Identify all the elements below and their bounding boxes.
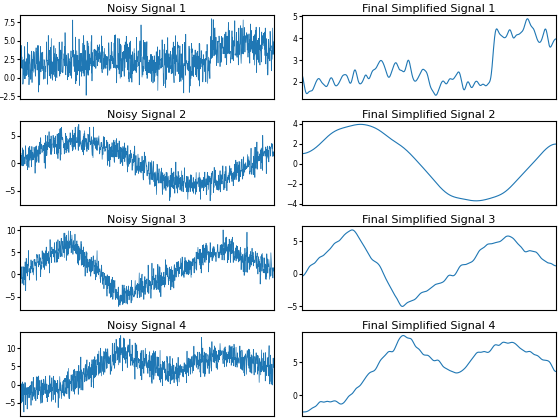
Title: Final Simplified Signal 3: Final Simplified Signal 3 [362, 215, 496, 226]
Title: Noisy Signal 2: Noisy Signal 2 [107, 110, 186, 120]
Title: Final Simplified Signal 4: Final Simplified Signal 4 [362, 321, 496, 331]
Title: Final Simplified Signal 1: Final Simplified Signal 1 [362, 4, 496, 14]
Title: Noisy Signal 4: Noisy Signal 4 [107, 321, 186, 331]
Title: Noisy Signal 3: Noisy Signal 3 [107, 215, 186, 226]
Title: Final Simplified Signal 2: Final Simplified Signal 2 [362, 110, 496, 120]
Title: Noisy Signal 1: Noisy Signal 1 [107, 4, 186, 14]
